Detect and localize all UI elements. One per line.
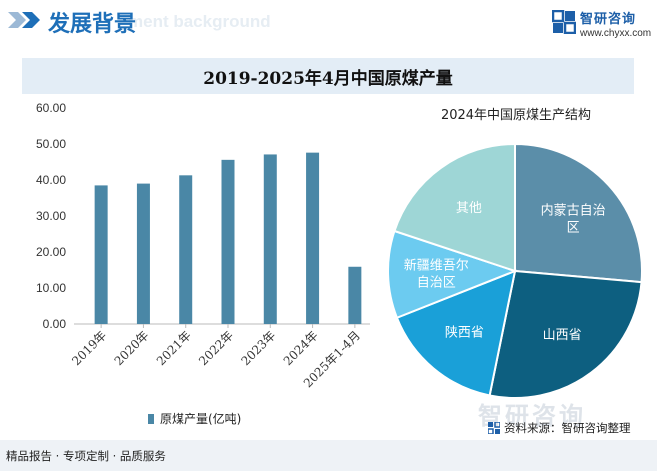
top-bar: ment background 发展背景 智研咨询 www.chyxx.com — [0, 0, 657, 42]
header-background-text: ment background — [128, 12, 271, 31]
pie-label-line: 其他 — [456, 201, 482, 216]
pie-slice-label: 其他 — [456, 201, 482, 216]
brand-url: www.chyxx.com — [580, 28, 652, 39]
pie-slice-label: 山西省 — [543, 328, 582, 343]
legend-swatch — [148, 413, 154, 424]
chevron-double-icon — [8, 12, 40, 28]
brand-name: 智研咨询 — [580, 12, 637, 27]
pie-slice-label: 陕西省 — [445, 325, 484, 340]
footer-bar: 精品报告 · 专项定制 · 品质服务 — [0, 440, 657, 471]
pie-slice-label: 新疆维吾尔自治区 — [404, 258, 469, 291]
x-tick-label: 2019年 — [69, 328, 109, 368]
pie-slice — [395, 269, 517, 397]
brand: 智研咨询 www.chyxx.com — [550, 8, 652, 42]
legend-label: 原煤产量(亿吨) — [160, 412, 242, 426]
bar — [348, 266, 362, 324]
bar — [179, 175, 193, 324]
y-tick-label: 30.00 — [36, 209, 66, 223]
y-tick-label: 10.00 — [36, 281, 66, 295]
page-title: 发展背景 — [48, 12, 137, 37]
pie-label-line: 陕西省 — [445, 325, 484, 340]
source-logo-icon — [488, 422, 500, 434]
y-tick-label: 60.00 — [36, 101, 66, 115]
bar — [221, 159, 235, 324]
x-tick-label: 2024年 — [281, 328, 321, 368]
bar — [306, 152, 320, 324]
y-tick-label: 40.00 — [36, 173, 66, 187]
y-tick-label: 20.00 — [36, 245, 66, 259]
pie-slice-label: 内蒙古自治区 — [541, 202, 606, 235]
pie-label-line: 自治区 — [417, 276, 456, 291]
pie-label-line: 新疆维吾尔 — [404, 258, 469, 274]
brand-logo-icon — [552, 10, 576, 34]
x-tick-label: 2022年 — [196, 328, 236, 368]
chart-legend: 原煤产量(亿吨) — [148, 410, 241, 427]
x-tick-label: 2020年 — [112, 328, 152, 368]
y-tick-label: 50.00 — [36, 137, 66, 151]
bar — [94, 185, 108, 324]
pie-slice — [488, 269, 643, 399]
pie-slice — [514, 142, 643, 284]
pie-slice — [387, 229, 518, 320]
x-tick-label: 2023年 — [238, 328, 278, 368]
pie-label-line: 山西省 — [543, 328, 582, 343]
pie-slice — [393, 142, 516, 273]
bar — [263, 154, 277, 324]
x-tick-label: 2021年 — [154, 328, 194, 368]
pie-chart-title: 2024年中国原煤生产结构 — [440, 108, 592, 123]
source-note: 资料来源：智研咨询整理 — [504, 421, 631, 435]
y-tick-label: 0.00 — [43, 317, 67, 331]
bar — [136, 183, 150, 324]
pie-label-line: 内蒙古自治 — [541, 202, 606, 218]
footer-tagline: 精品报告 · 专项定制 · 品质服务 — [6, 449, 166, 463]
pie-label-line: 区 — [567, 220, 580, 235]
chart-title-bar: 2019-2025年4月中国原煤产量 — [22, 58, 634, 94]
chart-title: 2019-2025年4月中国原煤产量 — [203, 68, 453, 89]
